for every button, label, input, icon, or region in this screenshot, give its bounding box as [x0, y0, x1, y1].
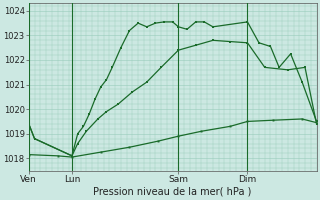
X-axis label: Pression niveau de la mer( hPa ): Pression niveau de la mer( hPa )	[93, 187, 252, 197]
